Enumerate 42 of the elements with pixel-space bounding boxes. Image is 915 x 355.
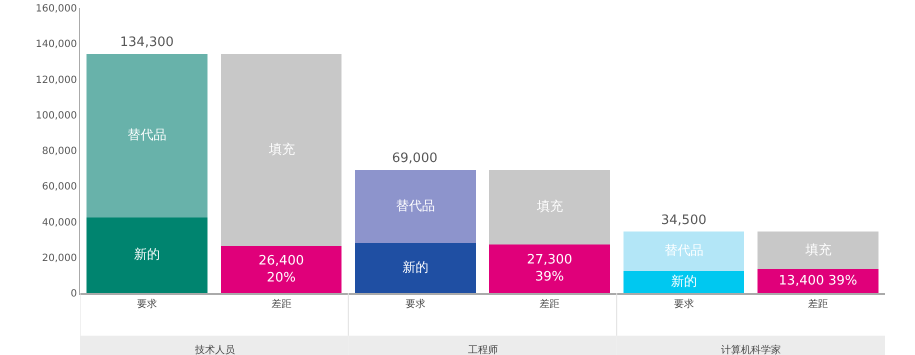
x-tick-label: 差距: [808, 298, 828, 310]
bar: [86, 217, 208, 293]
x-tick-label: 要求: [137, 298, 158, 310]
text: 工程师: [468, 345, 498, 355]
x-tick-label: 差距: [271, 298, 292, 310]
y-tick-label: 120,000: [36, 74, 77, 86]
bar: [220, 246, 342, 293]
y-tick-label: 140,000: [36, 39, 77, 50]
bar: [623, 270, 744, 293]
y-tick-label: 0: [70, 288, 77, 300]
y-tick-label: 20,000: [42, 252, 77, 264]
x-tick-label: 差距: [540, 298, 560, 310]
text: 新的: [402, 260, 428, 276]
bar: [355, 243, 476, 293]
total-label: 34,500: [661, 213, 706, 228]
bar: [489, 170, 610, 244]
y-tick-label: 40,000: [42, 217, 77, 228]
y-tick-label: 100,000: [36, 110, 77, 122]
y-tick-label: 160,000: [36, 4, 77, 14]
series-label: 新的: [670, 274, 697, 290]
bar: [220, 54, 342, 246]
bar: [758, 232, 878, 270]
bar: [355, 170, 476, 244]
data-label: 27,300 39%: [526, 252, 572, 285]
text: 替代品: [128, 128, 167, 144]
series-label: 替代品: [664, 244, 704, 259]
bar: [623, 232, 744, 271]
text: 替代品: [396, 199, 435, 214]
text: 新的: [134, 248, 160, 263]
x-tick-label: 要求: [405, 298, 426, 310]
bar: [86, 54, 208, 218]
total-label: 134,300: [120, 35, 174, 50]
text: 计算机科学家: [721, 344, 781, 355]
data-label: 26,400 20%: [258, 254, 304, 286]
text: 技术人员: [194, 344, 235, 355]
bar: [489, 244, 610, 293]
bar: [758, 269, 878, 293]
x-tick-label: 要求: [674, 298, 694, 310]
total-label: 69,000: [392, 151, 438, 166]
data-label: 13,400 39%: [778, 274, 858, 289]
y-tick-label: 80,000: [42, 146, 77, 157]
y-tick-label: 60,000: [42, 182, 77, 193]
